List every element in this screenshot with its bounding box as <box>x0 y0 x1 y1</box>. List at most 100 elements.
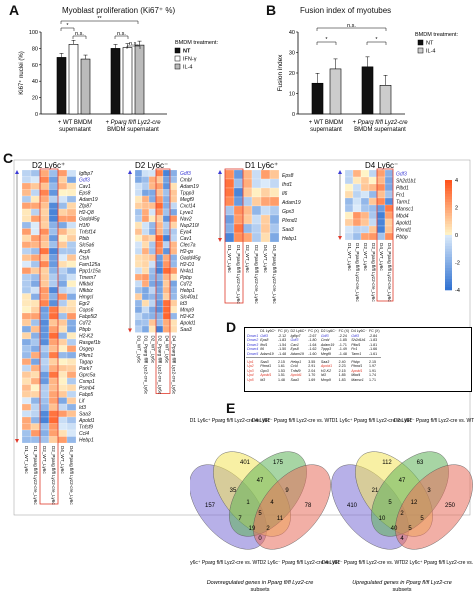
heatmap-cell <box>148 299 157 307</box>
heatmap-cell <box>39 169 50 177</box>
gene-label: Pfkm1 <box>79 353 93 359</box>
table-cell: Saa3 <box>260 359 269 364</box>
colorbar-segment <box>445 199 452 203</box>
heatmap-cell <box>251 187 262 198</box>
heatmap-cell <box>134 299 143 307</box>
venn-set-label: D1 Ly6c⁺ Pparg fl/fl Lyz2-cre vs. WT <box>332 418 413 424</box>
heatmap-cell <box>21 280 32 288</box>
heatmap-cell <box>21 377 32 385</box>
heatmap-cell <box>141 325 150 333</box>
heatmap-cell <box>30 384 41 392</box>
heatmap-cell <box>48 358 59 366</box>
table-row: Up4 Apold1 1.51 Apold1 1.70 Id3 1.85 Mbd4 1.74 <box>246 373 381 378</box>
gene-label: H1f0 <box>79 223 90 229</box>
heatmap-cell <box>39 345 50 353</box>
heatmap-cell <box>162 247 171 255</box>
heatmap-cell <box>48 338 59 346</box>
heatmap-cell <box>169 312 178 320</box>
heatmap-cell <box>251 178 262 189</box>
heatmap-cell <box>376 218 386 227</box>
heatmap-cell <box>66 228 77 236</box>
gene-label: Megf9 <box>180 197 194 203</box>
heatmap-cell <box>30 436 41 444</box>
heatmap-cell <box>162 312 171 320</box>
heatmap-cell <box>384 232 394 241</box>
column-label: D2_Pparg fl/fl Lyz2-cre_Ly6c <box>254 245 259 304</box>
heatmap-cell <box>141 280 150 288</box>
heatmap-cell <box>162 195 171 203</box>
venn-set-label: D1 Ly6c⁺ Pparg fl/fl Lyz2-cre vs. WT <box>190 418 270 424</box>
row-label: Up5 <box>247 377 254 382</box>
venn-count: 1 <box>246 500 250 506</box>
heatmap-cell <box>21 384 32 392</box>
colorbar-segment <box>445 191 452 195</box>
heatmap-cell <box>368 204 378 213</box>
heatmap-cell <box>66 410 77 418</box>
heatmap-cell <box>21 371 32 379</box>
heatmap-cell <box>162 228 171 236</box>
heatmap-cell <box>66 195 77 203</box>
table-cell: -1.71 <box>338 342 347 347</box>
heatmap-cell <box>48 319 59 327</box>
heatmap-cell <box>57 319 68 327</box>
heatmap-cell <box>48 254 59 262</box>
heatmap-cell <box>57 247 68 255</box>
heatmap-cell <box>162 234 171 242</box>
heatmap-cell <box>148 267 157 275</box>
colorbar-segment <box>445 224 452 228</box>
table-cell: 1.51 <box>277 373 285 378</box>
heatmap-cell <box>21 202 32 210</box>
heatmap-cell <box>134 176 143 184</box>
heatmap-cell <box>21 189 32 197</box>
heatmap-cell <box>39 280 50 288</box>
down-arrow-icon <box>338 236 342 240</box>
heatmap-cell <box>66 176 77 184</box>
gene-label: Saa3 <box>180 327 192 333</box>
heatmap-cell <box>169 241 178 249</box>
heatmap-cell <box>30 312 41 320</box>
heatmap-cell <box>148 182 157 190</box>
heatmap-cell <box>57 351 68 359</box>
heatmap-cell <box>148 286 157 294</box>
heatmap-cell <box>57 273 68 281</box>
heatmap-cell <box>162 176 171 184</box>
gene-label: Ifrd1 <box>282 182 292 188</box>
table-row: D1 Ly6C⁺ FC (X) D2 Ly6C⁺ FC (X) D2 Ly6C⁻ FC (… <box>246 329 381 334</box>
heatmap-cell <box>39 410 50 418</box>
table-cell: Id3 <box>320 373 326 378</box>
heatmap-cell <box>384 190 394 199</box>
legend-swatch <box>417 47 424 54</box>
gene-label: Cops6 <box>79 307 94 313</box>
gene-label: Eps8 <box>79 190 91 196</box>
heatmap-cell <box>368 183 378 192</box>
gene-label: Apold1 <box>78 418 95 424</box>
heatmap-cell <box>30 247 41 255</box>
gene-label: Csmp1 <box>79 379 95 385</box>
heatmap-cell <box>224 214 235 225</box>
down-arrow-icon <box>218 238 222 242</box>
table-cell: H2-K2 <box>320 368 332 373</box>
heatmap-cell <box>169 189 178 197</box>
heatmap-cell <box>21 306 32 314</box>
venn-count: 10 <box>379 516 386 522</box>
heatmap-cell <box>155 267 164 275</box>
heatmap-cell <box>384 204 394 213</box>
table-cell: 1.97 <box>368 364 376 369</box>
heatmap-cell <box>141 195 150 203</box>
up-arrow-icon <box>15 170 19 174</box>
heatmap-cell <box>148 176 157 184</box>
venn-count: 112 <box>382 460 392 466</box>
heatmap-cell <box>134 221 143 229</box>
table-cell: Plbd1 <box>351 342 361 347</box>
heatmap-cell <box>360 204 370 213</box>
heatmap-cell <box>148 293 157 301</box>
heatmap-cell <box>368 176 378 185</box>
heatmap-cell <box>162 182 171 190</box>
venn-count: 78 <box>305 503 312 509</box>
heatmap-cell <box>57 312 68 320</box>
table-cell: 2.23 <box>338 364 346 369</box>
highlight-box <box>376 168 394 302</box>
heatmap-cell <box>242 214 253 225</box>
heatmap-cell <box>57 176 68 184</box>
group-label: + Pparg fl/fl Lyz2-cre <box>105 120 161 126</box>
